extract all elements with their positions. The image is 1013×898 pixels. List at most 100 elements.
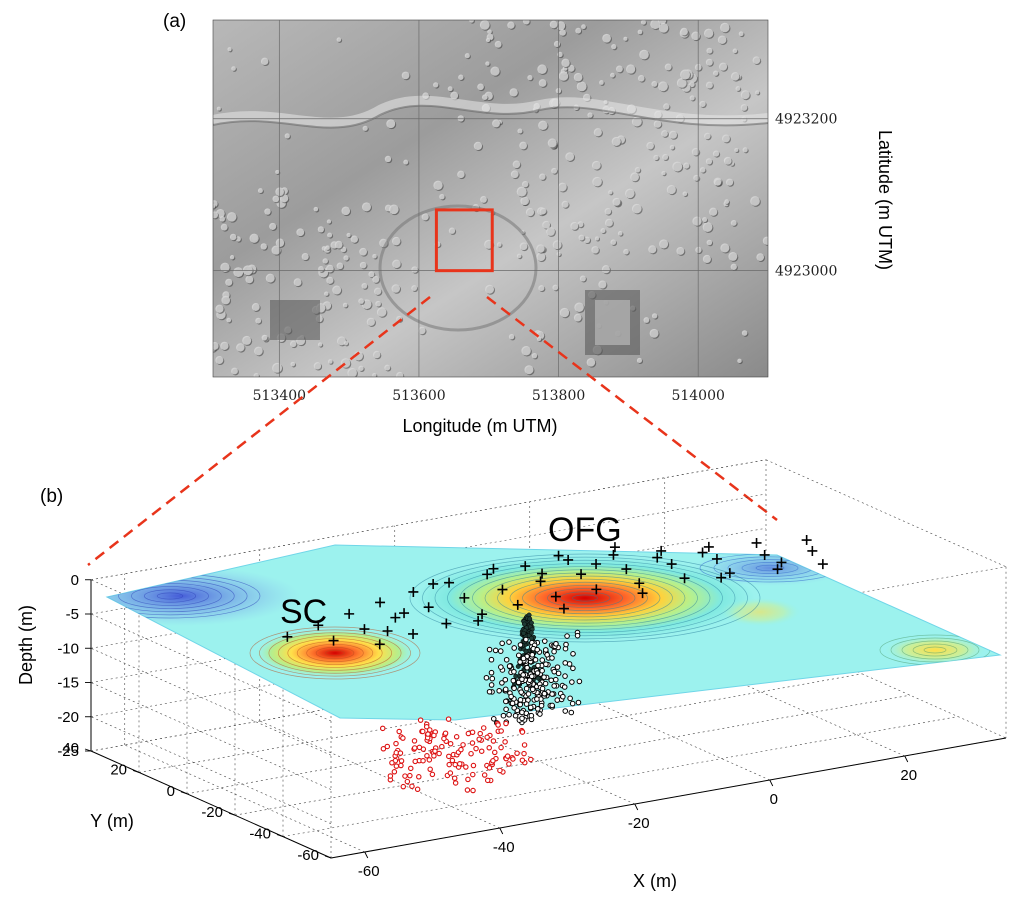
black-point [576,678,583,685]
red-point [447,740,454,747]
plus-marker [608,549,619,560]
red-point [502,739,508,745]
black-point [519,715,525,722]
map-x-tick-label: 514000 [671,388,724,404]
red-point [449,757,456,764]
red-point [510,756,516,762]
black-point [512,712,519,719]
red-point [425,731,431,737]
black-point [568,709,575,716]
plus-marker [703,541,714,552]
black-point [517,701,524,708]
red-point [445,716,452,722]
map-x-tick-label: 513600 [392,388,445,404]
plus-marker [711,553,722,564]
red-point [498,744,504,751]
red-point [498,728,504,734]
black-point [489,675,496,682]
red-point [447,770,454,776]
black-point [541,638,548,644]
black-points-cluster [483,629,583,726]
y-ticks: 40 20 0 -20 -40 -60 [62,740,332,864]
red-point [414,786,421,793]
y-tick-label: 20 [110,761,127,778]
black-point [561,684,568,690]
plus-marker [497,584,508,595]
black-point [503,706,509,713]
plus-marker [591,558,602,569]
red-points-cluster [379,716,534,794]
y-tick-label: -20 [201,804,223,821]
map-x-axis-label: Longitude (m UTM) [402,416,557,436]
red-point [387,773,394,779]
red-point [439,743,445,750]
red-point [446,761,452,768]
black-point [534,706,541,712]
black-point [542,680,549,687]
black-point [543,661,549,667]
black-point [548,677,555,684]
red-point [468,750,474,757]
map-y-tick-label: 4923000 [775,264,837,280]
black-point [511,705,517,711]
red-point [481,772,488,778]
map-highlight-box [434,208,494,273]
black-point [562,708,569,714]
plus-marker [375,597,386,608]
black-point [499,680,505,686]
red-point [514,750,520,757]
plus-marker [382,625,393,636]
red-point [478,748,485,754]
plus-marker [488,563,499,574]
plus-marker [656,545,667,556]
red-point [458,746,464,753]
red-point [451,775,458,781]
red-point [506,761,512,767]
plus-marker [807,545,818,556]
red-point [460,742,466,748]
black-point [529,686,536,693]
y-axis-label: Y (m) [90,811,134,831]
red-point [408,765,414,772]
black-point [562,660,569,666]
black-point [519,709,525,716]
x-tick-label: -40 [493,839,515,856]
x-tick-label: 0 [770,791,778,808]
red-point [497,767,503,774]
black-point [509,700,516,707]
plus-marker [282,631,293,642]
red-point [420,728,426,735]
red-point [391,769,398,775]
x-ticks: -60 -40 -20 0 20 [358,755,917,880]
black-point [520,655,527,662]
zoom-connector-left [87,296,431,566]
map-x-tick-label: 513800 [532,388,585,404]
red-point [427,766,433,773]
black-point [510,677,517,684]
red-point [480,725,487,731]
black-point [506,711,512,718]
black-point [552,676,559,683]
z-axis-label: Depth (m) [16,605,36,685]
cone-point [529,620,534,626]
black-point [515,652,522,659]
y-tick-label: 0 [167,783,175,800]
black-point [508,693,514,700]
black-point [502,686,509,693]
black-point [551,683,558,689]
plus-marker [399,608,410,619]
black-point [554,664,561,670]
plus-marker [408,586,419,597]
black-point [503,698,509,705]
red-point [446,753,452,760]
red-point [452,761,458,768]
red-point [477,730,483,737]
z-tick-label: -25 [57,743,79,760]
z-ticks: 0 -5 -10 -15 -20 -25 [57,572,91,760]
black-point [486,646,493,653]
plus-marker [473,615,484,626]
plus-marker [716,572,727,583]
black-point [490,716,497,722]
black-point [555,670,562,677]
black-point [488,682,495,688]
